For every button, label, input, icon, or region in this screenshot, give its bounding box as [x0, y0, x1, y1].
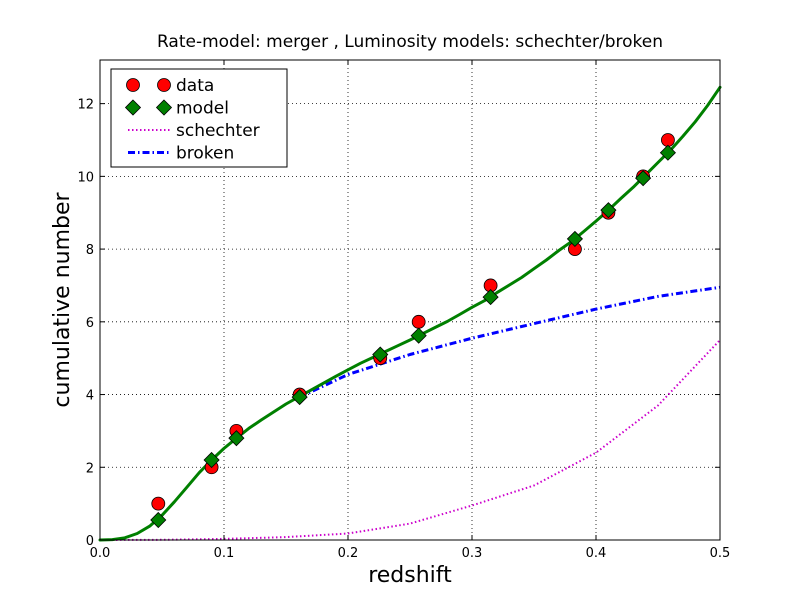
plot-frame [99, 59, 721, 541]
data-point-model [150, 511, 167, 529]
legend-label-schechter: schechter [176, 121, 260, 141]
data-point-model [482, 289, 499, 306]
data-point-model [600, 202, 617, 219]
legend-label-model: model [176, 99, 229, 119]
data-point-model [659, 144, 676, 161]
series-line-schechter [99, 339, 721, 541]
y-tick-label: 0 [86, 534, 94, 549]
chart-title: Rate-model: merger , Luminosity models: … [157, 32, 663, 52]
legend-marker-model [124, 99, 142, 116]
y-axis-label: cumulative number [50, 191, 75, 407]
y-tick-label: 4 [86, 389, 94, 404]
legend-marker-data [126, 78, 140, 92]
x-tick-label: 0.0 [90, 546, 111, 561]
x-tick-label: 0.5 [710, 546, 731, 561]
legend-marker-model [155, 99, 173, 116]
y-tick-label: 8 [86, 243, 94, 258]
x-tick-label: 0.4 [586, 546, 607, 561]
series-line-model-fit [98, 85, 722, 542]
legend-label-data: data [176, 76, 214, 96]
x-axis: 0.0 0.1 0.2 0.3 0.4 0.5 [90, 60, 731, 561]
y-axis: 0 2 4 6 8 10 12 [77, 98, 720, 549]
x-tick-label: 0.1 [214, 546, 235, 561]
legend-marker-data [157, 78, 171, 92]
y-tick-label: 10 [77, 170, 94, 185]
plot-series [98, 85, 722, 542]
data-point-model [566, 230, 583, 247]
data-point-model [228, 430, 245, 447]
data-point-model [410, 327, 427, 344]
data-point-model [203, 451, 220, 469]
data-point-model [372, 346, 389, 363]
y-tick-label: 6 [86, 316, 94, 331]
legend-label-broken: broken [176, 144, 234, 164]
data-point-model [291, 389, 308, 406]
x-tick-label: 0.3 [462, 546, 483, 561]
y-tick-label: 12 [77, 98, 94, 113]
series-line-broken [298, 285, 721, 399]
data-point-data [411, 314, 426, 329]
data-point-model [635, 170, 652, 187]
y-tick-label: 2 [86, 461, 94, 476]
x-tick-label: 0.2 [338, 546, 359, 561]
x-axis-label: redshift [368, 563, 452, 588]
legend-box [110, 68, 288, 168]
data-point-data [151, 496, 166, 511]
data-point-data [661, 133, 675, 147]
